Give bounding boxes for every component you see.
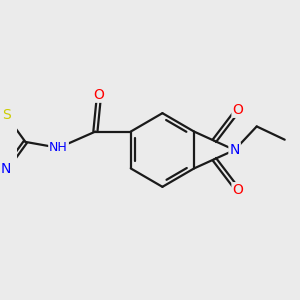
Text: N: N [1, 161, 11, 176]
Text: N: N [230, 143, 240, 157]
Text: S: S [2, 108, 11, 122]
Text: O: O [94, 88, 104, 102]
Text: NH: NH [49, 141, 68, 154]
Text: O: O [232, 103, 243, 117]
Text: O: O [232, 183, 243, 197]
